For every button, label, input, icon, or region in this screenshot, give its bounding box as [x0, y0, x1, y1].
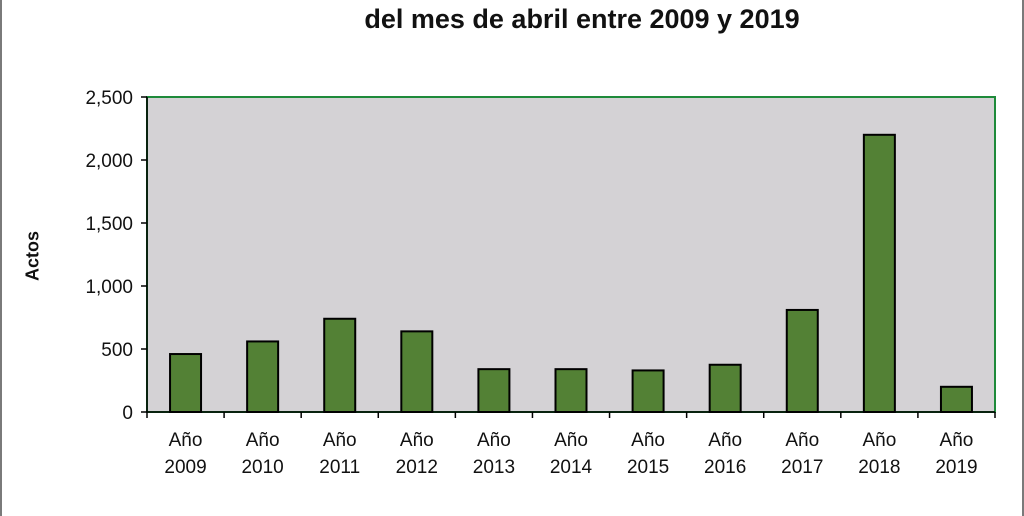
x-tick-label: Año — [246, 430, 280, 451]
bar — [785, 308, 819, 413]
bar — [246, 340, 280, 413]
x-tick-label: 2016 — [704, 457, 746, 478]
bar — [708, 363, 742, 413]
x-tick-label: Año — [862, 430, 896, 451]
x-tick-label: Año — [940, 430, 974, 451]
x-tick-label: 2012 — [396, 457, 438, 478]
x-tick-label: Año — [169, 430, 203, 451]
y-tick-label: 500 — [101, 340, 133, 361]
x-tick-label: 2015 — [627, 457, 669, 478]
plot-area — [146, 96, 996, 413]
y-tick-label: 2,000 — [85, 151, 133, 172]
x-tick-label: 2013 — [473, 457, 515, 478]
x-tick-label: Año — [554, 430, 588, 451]
x-tick-label: 2009 — [164, 457, 206, 478]
bar — [939, 385, 973, 413]
x-tick-label: Año — [323, 430, 357, 451]
x-tick-label: Año — [477, 430, 511, 451]
y-tick-label: 2,500 — [85, 88, 133, 109]
x-tick-label: 2018 — [858, 457, 900, 478]
y-tick-label: 0 — [122, 403, 133, 424]
chart-title: del mes de abril entre 2009 y 2019 — [364, 4, 800, 34]
bar — [554, 368, 588, 414]
x-tick-label: Año — [708, 430, 742, 451]
bar — [400, 330, 434, 413]
x-tick-label: Año — [631, 430, 665, 451]
x-tick-label: 2010 — [241, 457, 283, 478]
x-tick-label: 2014 — [550, 457, 593, 478]
y-tick-label: 1,500 — [85, 214, 133, 235]
x-tick-label: 2017 — [781, 457, 823, 478]
bar — [862, 133, 896, 414]
x-tick-label: Año — [785, 430, 819, 451]
x-tick-label: 2019 — [935, 457, 977, 478]
y-tick-label: 1,000 — [85, 277, 133, 298]
x-tick-label: Año — [400, 430, 434, 451]
bar — [631, 369, 665, 414]
bar — [169, 353, 203, 414]
bar — [477, 368, 511, 414]
bar — [323, 317, 357, 414]
x-tick-label: 2011 — [319, 457, 360, 478]
